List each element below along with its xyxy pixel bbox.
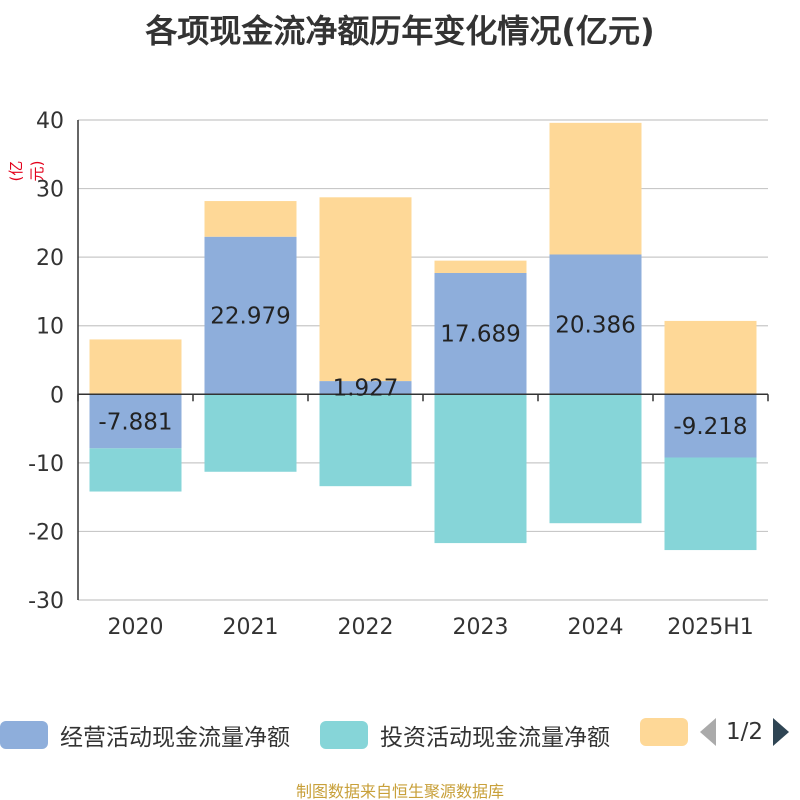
bar-segment [204,201,297,237]
legend-item-investing[interactable]: 投资活动现金流量净额 [320,718,610,752]
pager-next-icon[interactable] [773,718,790,746]
legend-swatch-operating [0,721,48,749]
data-label: 20.386 [555,312,635,338]
bar-segment [434,260,527,273]
x-tick-label: 2020 [108,615,164,640]
bar-segment [549,394,642,524]
y-tick-label: -20 [28,520,64,545]
legend-item-operating[interactable]: 经营活动现金流量净额 [0,718,290,752]
legend: 经营活动现金流量净额 投资活动现金流量净额 1/2 [0,712,800,756]
bar-segment [319,197,412,382]
legend-label-operating: 经营活动现金流量净额 [60,725,290,751]
x-tick-label: 2025H1 [667,615,754,640]
legend-pager: 1/2 [700,718,790,746]
y-tick-label: -30 [28,589,64,614]
pager-prev-icon[interactable] [700,718,716,746]
y-tick-label: 10 [36,315,64,340]
data-label: 17.689 [440,322,520,348]
bar-segment [549,254,642,395]
y-tick-label: 30 [36,178,64,203]
bar-segment [434,272,527,395]
bar-chart: -30 -20 -10 0 10 20 30 40 -7.881 22.979 1.927 17.68… [28,109,769,640]
x-tick-label: 2022 [338,615,394,640]
data-source-footer: 制图数据来自恒生聚源数据库 [295,782,504,800]
data-label: -9.218 [673,414,747,440]
legend-swatch-financing [640,718,688,746]
legend-swatch-investing [320,721,368,749]
y-tick-label: -10 [28,452,64,477]
x-tick-label: 2021 [223,615,279,640]
bar-segment [204,394,297,472]
x-tick-label: 2024 [568,615,624,640]
bar-segment [89,448,182,492]
bar-segment [89,339,182,395]
bar-segment [664,394,757,458]
bar-segment [89,394,182,449]
data-label: 1.927 [333,376,399,402]
legend-label-investing: 投资活动现金流量净额 [380,725,610,751]
legend-item-financing[interactable] [640,718,700,746]
bar-segment [549,122,642,255]
data-label: 22.979 [210,304,290,330]
data-label: -7.881 [98,409,172,435]
bar-segment [319,381,412,395]
y-tick-label: 40 [36,109,64,134]
y-tick-label: 0 [50,383,64,408]
bar-segment [664,320,757,395]
x-tick-label: 2023 [453,615,509,640]
chart-title: 各项现金流净额历年变化情况(亿元) [145,12,655,50]
bar-segment [204,236,297,395]
y-tick-label: 20 [36,246,64,271]
pager-page-text: 1/2 [726,719,764,745]
bar-segment [319,394,412,487]
bar-segment [664,457,757,551]
bar-segment [434,394,527,544]
